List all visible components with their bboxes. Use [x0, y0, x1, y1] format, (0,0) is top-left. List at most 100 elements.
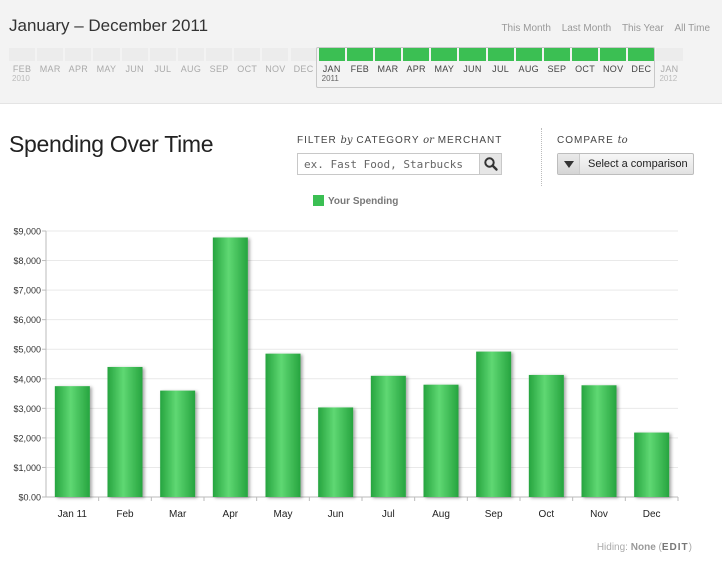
month-selector[interactable]: FEB 2010 MAR APR MAY JUN JUL AUG SEP OCT NOV DEC JAN…: [0, 48, 722, 88]
timeline-month[interactable]: MAR: [36, 48, 64, 88]
all-time-link[interactable]: All Time: [674, 23, 710, 34]
last-month-link[interactable]: Last Month: [561, 23, 612, 34]
bar: [212, 237, 248, 497]
filter-label-b: CATEGORY: [352, 135, 424, 146]
x-tick-label: Jan 11: [58, 509, 88, 520]
y-tick-label: $6,000: [13, 315, 41, 325]
y-tick-label: $1,000: [13, 463, 41, 473]
timeline-month[interactable]: FEB: [346, 48, 374, 88]
x-tick-label: Nov: [590, 509, 608, 520]
x-tick-label: Jul: [382, 509, 395, 520]
compare-dropdown[interactable]: Select a comparison: [557, 153, 694, 175]
month-label: DEC: [631, 64, 652, 74]
timeline-month[interactable]: NOV: [599, 48, 627, 88]
month-year: 2011: [321, 74, 339, 83]
date-range-title: January – December 2011: [9, 16, 209, 35]
timeline-month[interactable]: NOV: [261, 48, 289, 88]
month-label: MAY: [96, 64, 117, 74]
timeline-month[interactable]: JUL: [487, 48, 515, 88]
month-bar: [9, 48, 36, 61]
timeline-month[interactable]: JAN 2011: [318, 48, 346, 88]
month-bar: [65, 48, 92, 61]
month-bar: [121, 48, 148, 61]
month-label: JAN: [660, 64, 679, 74]
timeline-month[interactable]: SEP: [205, 48, 233, 88]
hiding-label: Hiding:: [596, 542, 628, 553]
month-label: JUL: [154, 64, 172, 74]
magnifier-icon: [484, 157, 498, 171]
month-label: FEB: [12, 64, 32, 74]
timeline-month[interactable]: FEB 2010: [8, 48, 36, 88]
timeline-month[interactable]: JUN: [458, 48, 486, 88]
bar: [634, 432, 670, 497]
month-label: AUG: [518, 64, 539, 74]
bar: [107, 366, 143, 497]
x-tick-label: Oct: [539, 509, 555, 520]
compare-dropdown-label: Select a comparison: [588, 158, 688, 170]
compare-label: COMPARE to: [557, 135, 628, 146]
x-tick-label: Aug: [432, 509, 450, 520]
timeline-month[interactable]: MAY: [430, 48, 458, 88]
y-tick-label: $0.00: [18, 493, 41, 503]
filter-input[interactable]: [298, 154, 478, 174]
timeline-month[interactable]: OCT: [233, 48, 261, 88]
timeline-month[interactable]: DEC: [290, 48, 318, 88]
timeline-header: January – December 2011 This Month Last …: [0, 0, 722, 104]
timeline-month[interactable]: DEC: [627, 48, 655, 88]
x-tick-label: Sep: [485, 509, 503, 520]
bar: [423, 384, 459, 497]
controls-divider: [541, 128, 542, 186]
month-bar: [487, 48, 514, 61]
month-bar: [515, 48, 542, 61]
hiding-status: Hiding: None (EDIT): [597, 542, 692, 553]
timeline-month[interactable]: JUN: [121, 48, 149, 88]
this-month-link[interactable]: This Month: [501, 23, 551, 34]
month-label: JUN: [125, 64, 144, 74]
chart-legend: Your Spending: [313, 195, 398, 207]
x-tick-label: May: [274, 509, 293, 520]
triangle-down-icon: [558, 154, 580, 174]
timeline-month[interactable]: AUG: [515, 48, 543, 88]
bar: [318, 407, 354, 497]
timeline-month[interactable]: OCT: [571, 48, 599, 88]
edit-close-paren: ): [688, 542, 692, 553]
x-tick-label: Dec: [643, 509, 661, 520]
search-button[interactable]: [479, 154, 501, 174]
edit-open-paren: (: [658, 542, 662, 553]
y-tick-label: $4,000: [13, 374, 41, 384]
edit-link[interactable]: EDIT: [661, 542, 689, 553]
this-year-link[interactable]: This Year: [621, 23, 664, 34]
month-bar: [318, 48, 345, 61]
bar: [476, 351, 512, 497]
month-bar: [93, 48, 120, 61]
month-label: SEP: [209, 64, 229, 74]
timeline-month[interactable]: AUG: [177, 48, 205, 88]
month-bar: [290, 48, 317, 61]
timeline-month[interactable]: JAN 2012: [655, 48, 683, 88]
timeline-month[interactable]: MAY: [92, 48, 120, 88]
month-label: APR: [68, 64, 89, 74]
month-bar: [149, 48, 176, 61]
x-tick-label: Apr: [223, 509, 239, 520]
legend-swatch: [313, 195, 324, 206]
month-label: JUL: [492, 64, 510, 74]
month-bar: [600, 48, 627, 61]
month-label: APR: [406, 64, 426, 74]
month-bar: [346, 48, 373, 61]
timeline-month[interactable]: SEP: [543, 48, 571, 88]
compare-label-a: COMPARE: [557, 135, 618, 146]
month-bar: [459, 48, 486, 61]
timeline-month[interactable]: JUL: [149, 48, 177, 88]
month-bar: [206, 48, 233, 61]
timeline-month[interactable]: APR: [402, 48, 430, 88]
timeline-month[interactable]: APR: [64, 48, 92, 88]
y-tick-label: $3,000: [13, 404, 41, 414]
y-tick-label: $2,000: [13, 433, 41, 443]
filter-label: FILTER by CATEGORY or MERCHANT: [297, 135, 502, 146]
y-tick-label: $5,000: [13, 345, 41, 355]
month-bar: [656, 48, 683, 61]
x-tick-label: Jun: [328, 509, 344, 520]
month-year: 2012: [659, 74, 678, 83]
timeline-month[interactable]: MAR: [374, 48, 402, 88]
month-bar: [628, 48, 655, 61]
